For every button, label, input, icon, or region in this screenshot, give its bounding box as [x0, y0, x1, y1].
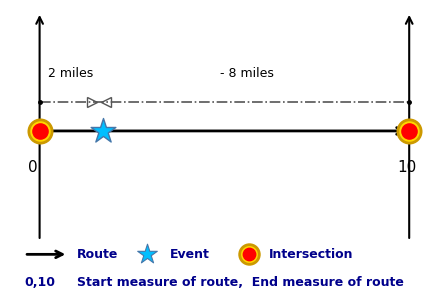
- Point: [100, 129, 107, 133]
- Text: 0: 0: [28, 160, 38, 175]
- Point: [406, 129, 413, 133]
- Text: - 8 miles: - 8 miles: [220, 67, 274, 80]
- Text: 2 miles: 2 miles: [48, 67, 94, 80]
- Text: Intersection: Intersection: [268, 248, 353, 261]
- Text: 0,10: 0,10: [24, 276, 55, 290]
- Point: [36, 129, 43, 133]
- Point: [245, 252, 252, 257]
- Point: [144, 252, 151, 257]
- Point: [245, 252, 252, 257]
- Text: Event: Event: [169, 248, 209, 261]
- Point: [406, 129, 413, 133]
- Text: Route: Route: [77, 248, 118, 261]
- Point: [36, 129, 43, 133]
- Text: 10: 10: [397, 160, 417, 175]
- Text: Start measure of route,  End measure of route: Start measure of route, End measure of r…: [77, 276, 404, 290]
